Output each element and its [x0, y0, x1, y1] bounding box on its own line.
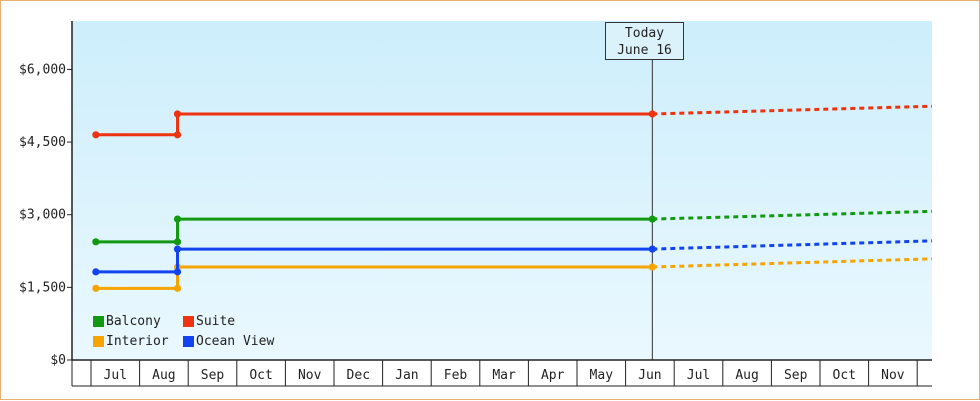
legend-item-ocean-view: Ocean View [183, 333, 293, 349]
x-tick-label: Jan [395, 368, 418, 383]
x-tick-label: Jul [104, 368, 127, 383]
series-point-interior [648, 263, 656, 271]
legend-label-balcony: Balcony [106, 313, 161, 329]
legend-item-interior: Interior [93, 333, 183, 349]
series-forecast-balcony [652, 209, 933, 221]
y-tick-label: $0 [50, 353, 66, 368]
today-label-line1: Today [624, 26, 665, 41]
y-tick-label: $3,000 [19, 208, 66, 223]
series-forecast-suite [652, 104, 933, 116]
series-point-balcony [173, 215, 182, 223]
series-line-interior [95, 265, 653, 290]
series-point-ocean-view [173, 268, 182, 276]
x-tick-label: Sep [201, 368, 225, 383]
series-point-suite [92, 131, 100, 139]
series-line-ocean-view [95, 247, 653, 274]
series-point-ocean-view [173, 245, 182, 253]
x-tick-label: Jul [687, 368, 710, 383]
series-point-suite [173, 131, 182, 139]
legend-item-suite: Suite [183, 313, 293, 329]
x-tick-label: Apr [541, 368, 565, 383]
legend-label-interior: Interior [106, 333, 169, 349]
legend-swatch-interior [93, 335, 104, 347]
y-tick-label: $1,500 [19, 280, 66, 295]
series-point-suite [173, 110, 182, 118]
series-line-balcony [95, 217, 653, 244]
series-point-ocean-view [92, 268, 100, 276]
legend-swatch-ocean-view [183, 335, 194, 347]
x-tick-label: Aug [152, 368, 175, 383]
x-tick-label: May [590, 368, 614, 383]
x-axis: Jul Aug Sep Oct Nov Dec Jan Feb Mar Apr May Jun Jul A… [71, 359, 932, 387]
today-marker-label: Today June 16 [605, 22, 684, 60]
y-tick-label: $6,000 [19, 62, 66, 77]
series-line-suite [95, 112, 653, 137]
series-layer [92, 104, 933, 292]
x-tick-label: Jun [638, 368, 661, 383]
x-tick-label: Sep [784, 368, 808, 383]
today-label-line2: June 16 [617, 43, 672, 58]
y-tick-label: $4,500 [19, 135, 66, 150]
x-tick-label: Aug [735, 368, 758, 383]
legend-swatch-balcony [93, 315, 104, 327]
series-point-interior [92, 284, 100, 292]
x-tick-label: Dec [347, 368, 370, 383]
x-tick-label: Mar [492, 368, 516, 383]
series-point-suite [648, 110, 656, 118]
legend: Balcony Suite Interior Ocean View [93, 313, 293, 349]
legend-swatch-suite [183, 315, 194, 327]
legend-item-balcony: Balcony [93, 313, 183, 329]
series-point-balcony [92, 238, 100, 246]
x-tick-label: Nov [298, 368, 322, 383]
series-forecast-interior [652, 257, 933, 269]
series-point-ocean-view [648, 245, 656, 253]
y-axis: $0 $1,500 $3,000 $4,500 $6,000 [19, 21, 73, 368]
legend-label-ocean-view: Ocean View [196, 333, 275, 349]
series-point-interior [173, 284, 182, 292]
x-tick-label: Feb [444, 368, 468, 383]
plot-background [72, 21, 932, 360]
x-tick-label: Oct [249, 368, 272, 383]
series-point-balcony [648, 215, 656, 223]
series-point-balcony [173, 238, 182, 246]
x-tick-label: Oct [833, 368, 856, 383]
legend-label-suite: Suite [196, 313, 236, 329]
series-forecast-ocean-view [652, 239, 933, 251]
x-tick-label: Nov [881, 368, 905, 383]
